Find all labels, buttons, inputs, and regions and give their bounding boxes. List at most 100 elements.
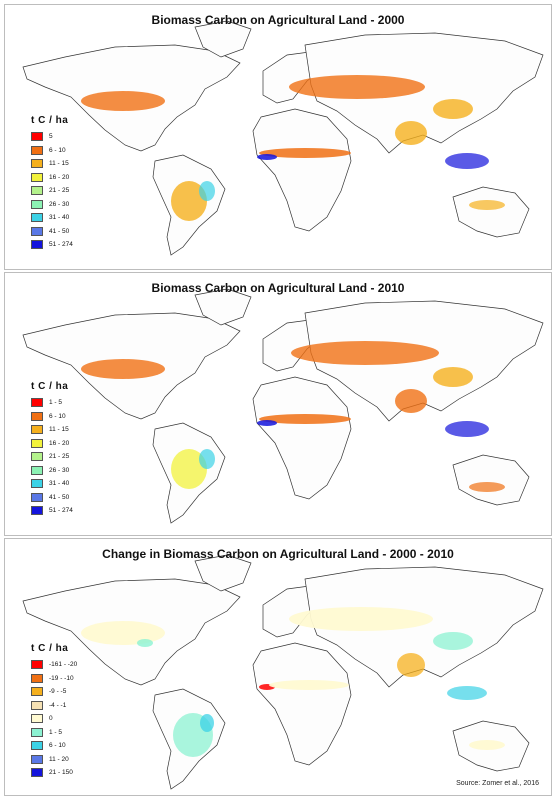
panel-title: Change in Biomass Carbon on Agricultural… — [102, 547, 454, 561]
legend-swatch — [31, 452, 43, 462]
legend-swatch — [31, 465, 43, 475]
change-patches — [81, 607, 505, 757]
legend-row: 1 - 5 — [31, 726, 77, 740]
patch-europe-russia — [291, 341, 439, 365]
legend-swatch — [31, 159, 43, 169]
legend-label: 16 - 20 — [49, 439, 70, 447]
legend-label: 11 - 15 — [49, 160, 69, 168]
legend-swatch — [31, 506, 43, 516]
patch-sahel — [259, 414, 351, 424]
patch-europe-russia — [289, 75, 425, 99]
patch-south-america-east — [199, 449, 215, 469]
asia-shape — [304, 300, 544, 422]
legend-label: 21 - 150 — [49, 769, 73, 777]
legend-label: 16 - 20 — [49, 173, 70, 181]
legend-swatch — [31, 132, 43, 142]
legend-swatch — [31, 172, 43, 182]
patch-south-america — [171, 449, 207, 489]
world-map-2010 — [22, 288, 544, 524]
legend-row: 16 - 20 — [31, 437, 73, 451]
legend-swatch — [31, 398, 43, 408]
legend-label: 26 - 30 — [49, 466, 70, 474]
patch-australia — [469, 482, 505, 492]
africa-shape — [252, 376, 352, 500]
legend-row: 26 - 30 — [31, 198, 73, 212]
legend-label: 31 - 40 — [49, 214, 70, 222]
legend-label: 41 - 50 — [49, 227, 70, 235]
legend-title: t C / ha — [31, 381, 69, 392]
patch-australia — [469, 200, 505, 210]
map-panel-change: Change in Biomass Carbon on Agricultural… — [4, 538, 552, 796]
legend-label: -9 - -5 — [49, 688, 67, 696]
patch-india — [395, 121, 427, 145]
legend-label: -4 - -1 — [49, 701, 67, 709]
legend-row: 6 - 10 — [31, 410, 73, 424]
legend-row: 51 - 274 — [31, 504, 73, 518]
legend-swatch — [31, 438, 43, 448]
greenland-shape — [194, 288, 252, 326]
legend-row: 21 - 25 — [31, 450, 73, 464]
legend: t C / ha 1 - 5 6 - 10 11 - 15 16 - 20 21… — [31, 381, 73, 518]
legend-label: -19 - -10 — [49, 674, 74, 682]
legend-row: 6 - 10 — [31, 739, 77, 753]
legend-swatch — [31, 199, 43, 209]
legend-label: 26 - 30 — [49, 200, 70, 208]
legend-label: 11 - 15 — [49, 426, 69, 434]
patch-west-africa — [257, 154, 277, 160]
world-map-change — [22, 554, 544, 790]
legend-row: 0 — [31, 712, 77, 726]
legend-swatch — [31, 425, 43, 435]
panel-title: Biomass Carbon on Agricultural Land - 20… — [151, 281, 405, 295]
legend-label: 21 - 25 — [49, 187, 70, 195]
legend-row: 21 - 25 — [31, 184, 73, 198]
legend-row: 26 - 30 — [31, 464, 73, 478]
legend-row: 41 - 50 — [31, 225, 73, 239]
asia-shape — [304, 566, 544, 688]
legend-title: t C / ha — [31, 643, 69, 654]
greenland-shape — [194, 20, 252, 58]
patch-china — [433, 632, 473, 650]
legend-swatch — [31, 240, 43, 250]
patch-south-america-east — [200, 714, 214, 732]
patch-west-africa — [257, 420, 277, 426]
legend-row: 41 - 50 — [31, 491, 73, 505]
patch-sahel — [269, 680, 349, 690]
legend-swatch — [31, 714, 43, 724]
continent-outlines — [22, 288, 544, 524]
patch-india — [397, 653, 425, 677]
legend-label: 0 — [49, 715, 53, 723]
continent-outlines — [22, 20, 544, 256]
legend-row: 6 - 10 — [31, 144, 73, 158]
legend-swatch — [31, 741, 43, 751]
legend-label: 31 - 40 — [49, 480, 70, 488]
africa-shape — [252, 642, 352, 766]
patch-china — [433, 99, 473, 119]
patch-north-america-gain — [137, 639, 153, 647]
africa-shape — [252, 108, 352, 232]
legend-swatch — [31, 186, 43, 196]
legend-swatch — [31, 768, 43, 778]
legend-swatch — [31, 213, 43, 223]
legend-swatch — [31, 700, 43, 710]
legend-swatch — [31, 727, 43, 737]
legend-title: t C / ha — [31, 115, 69, 126]
legend-label: 5 — [49, 133, 53, 141]
carbon-patches-2000 — [81, 75, 505, 221]
greenland-shape — [194, 554, 252, 592]
legend-label: 11 - 20 — [49, 755, 69, 763]
legend-swatch — [31, 673, 43, 683]
patch-southeast-asia — [445, 421, 489, 437]
legend-swatch — [31, 226, 43, 236]
patch-southeast-asia — [445, 153, 489, 169]
legend-row: 31 - 40 — [31, 477, 73, 491]
map-panel-2000: Biomass Carbon on Agricultural Land - 20… — [4, 4, 552, 270]
patch-china — [433, 367, 473, 387]
legend-row: 11 - 20 — [31, 753, 77, 767]
patch-north-america — [81, 621, 165, 645]
legend: t C / ha 5 6 - 10 11 - 15 16 - 20 21 - 2… — [31, 115, 73, 252]
patch-australia — [469, 740, 505, 750]
australia-shape — [452, 186, 530, 238]
legend-label: 6 - 10 — [49, 146, 66, 154]
patch-north-america — [81, 91, 165, 111]
patch-south-america — [171, 181, 207, 221]
